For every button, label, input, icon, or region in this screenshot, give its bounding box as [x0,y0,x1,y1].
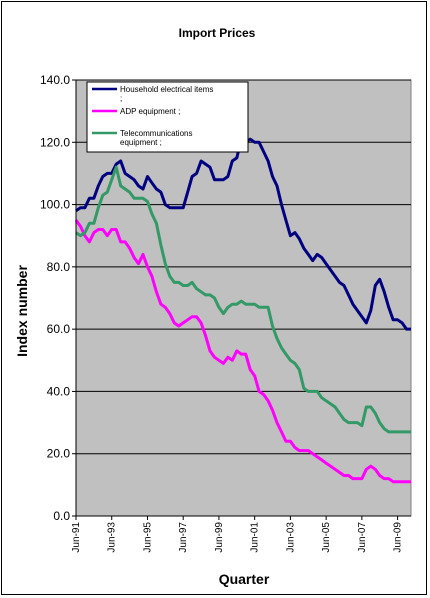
x-tick-label: Jun-09 [393,522,404,553]
x-tick-label: Jun-93 [107,522,118,553]
y-tick-label: 140.0 [40,73,70,87]
legend-label-household: Household electrical items; [120,85,213,103]
x-tick-label: Jun-03 [285,522,296,553]
series-line-adp-equipment [74,219,411,484]
legend-entry-adp: ADP equipment ; [92,107,180,116]
y-axis-title: Index number [14,265,30,357]
chart-title: Import Prices [179,26,256,40]
x-tick-label: Jun-01 [250,522,261,553]
y-tick-label: 40.0 [47,384,71,398]
y-tick-label: 120.0 [40,135,70,149]
y-tick-label: 20.0 [47,447,71,461]
x-axis-title: Quarter [219,571,270,587]
x-tick-label: Jun-97 [178,522,189,553]
x-axis-ticks: Jun-91 Jun-93 Jun-95 Jun-97 Jun-99 Jun-01 Jun-… [71,516,404,553]
x-tick-label: Jun-95 [142,522,153,553]
y-axis-ticks: 0.0 20.0 40.0 60.0 80.0 100.0 120.0 140.0 [40,73,76,523]
x-tick-label: Jun-91 [71,522,82,553]
legend-box [86,81,249,153]
y-tick-label: 60.0 [47,322,71,336]
legend-entry-telecom: Telecommunications equipment ; [92,129,192,147]
legend: Household electrical items; ADP equipmen… [86,81,249,153]
legend-label-adp: ADP equipment ; [120,107,180,116]
x-tick-label: Jun-07 [357,522,368,553]
y-tick-label: 80.0 [47,260,71,274]
y-tick-label: 100.0 [40,198,70,212]
plot-area [75,79,412,517]
x-tick-label: Jun-99 [214,522,225,553]
x-tick-label: Jun-05 [321,522,332,553]
y-tick-label: 0.0 [53,509,70,523]
legend-label-telecom: Telecommunications equipment ; [120,129,192,147]
legend-entry-household: Household electrical items; [92,85,213,103]
series-line-telecommunications [75,165,411,434]
